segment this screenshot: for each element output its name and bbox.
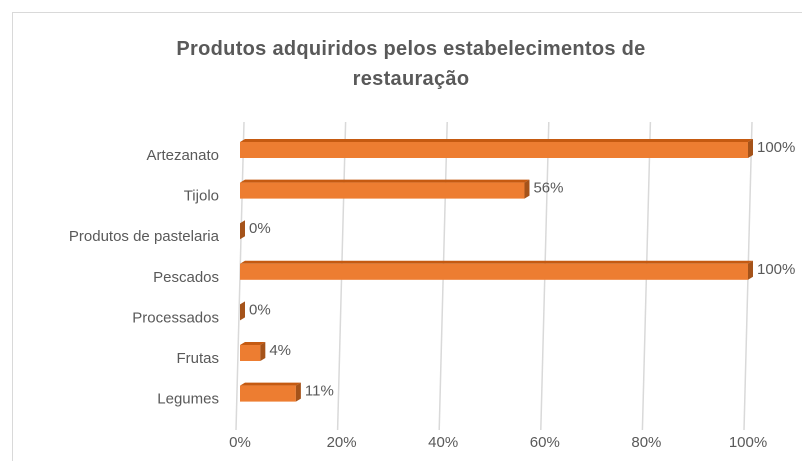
bar-front bbox=[240, 182, 525, 199]
bar-side bbox=[260, 342, 266, 361]
bar-front bbox=[240, 385, 296, 402]
bar-front bbox=[240, 263, 748, 280]
bar-top bbox=[240, 260, 753, 264]
x-tick-label: 40% bbox=[428, 434, 458, 451]
bar-side bbox=[748, 260, 753, 280]
bar-top bbox=[240, 382, 301, 386]
x-tick-label: 20% bbox=[327, 434, 357, 451]
value-label: 56% bbox=[533, 180, 563, 197]
y-tick-label: Legumes bbox=[157, 391, 219, 408]
y-tick-label: Pescados bbox=[153, 269, 219, 286]
value-label: 100% bbox=[757, 139, 795, 156]
chart-border bbox=[12, 12, 802, 461]
bar-front bbox=[240, 345, 261, 361]
bar bbox=[240, 301, 245, 321]
bar bbox=[240, 220, 245, 240]
bar bbox=[240, 342, 266, 361]
value-label: 0% bbox=[249, 220, 271, 237]
x-tick-label: 60% bbox=[530, 434, 560, 451]
value-label: 4% bbox=[269, 342, 291, 359]
bar-side bbox=[748, 139, 753, 158]
bar-side bbox=[295, 382, 301, 402]
x-tick-label: 100% bbox=[729, 434, 767, 451]
bar-front bbox=[240, 142, 748, 158]
y-tick-label: Produtos de pastelaria bbox=[69, 228, 220, 245]
y-tick-label: Artezanato bbox=[146, 147, 219, 164]
bar-side bbox=[524, 179, 530, 199]
value-label: 11% bbox=[305, 383, 334, 400]
bar-top bbox=[240, 342, 266, 345]
bar bbox=[240, 139, 753, 158]
bar-top bbox=[240, 139, 753, 142]
bar bbox=[240, 382, 301, 402]
bar-side bbox=[240, 220, 245, 240]
y-tick-label: Processados bbox=[132, 309, 219, 326]
value-label: 100% bbox=[757, 261, 795, 278]
x-tick-label: 80% bbox=[631, 434, 661, 451]
bar-side bbox=[240, 301, 245, 321]
bar bbox=[240, 179, 530, 199]
y-tick-label: Tijolo bbox=[184, 188, 219, 205]
chart-title: Produtos adquiridos pelos estabeleciment… bbox=[176, 38, 646, 90]
x-tick-label: 0% bbox=[229, 434, 251, 451]
bar-top bbox=[240, 179, 530, 183]
bar bbox=[240, 260, 753, 280]
y-tick-label: Frutas bbox=[176, 350, 219, 367]
value-label: 0% bbox=[249, 301, 271, 318]
